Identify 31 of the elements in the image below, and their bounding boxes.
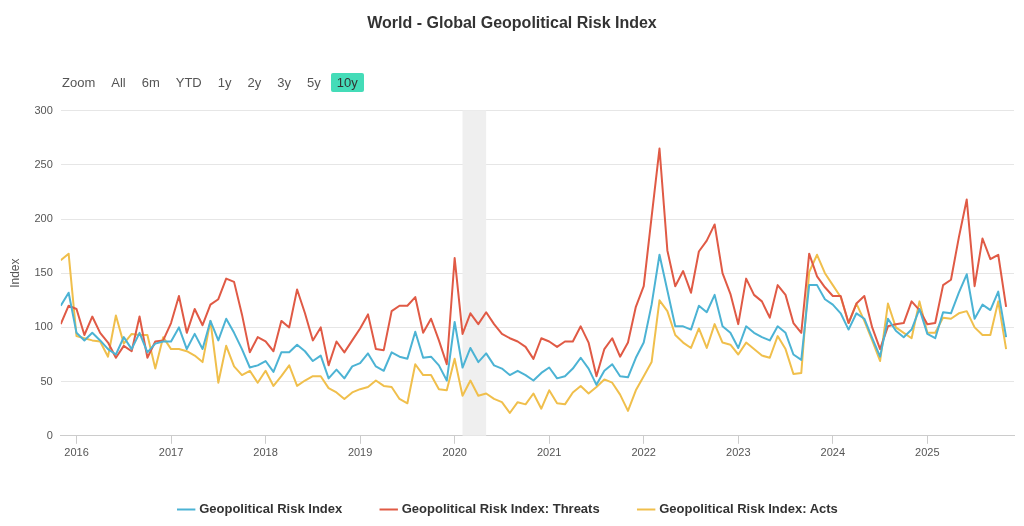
- x-tick-label: 2020: [442, 446, 467, 459]
- y-axis-title: Index: [7, 258, 22, 288]
- text: 10y: [330, 73, 364, 92]
- text: YTD: [174, 74, 203, 92]
- x-tick-label: 2019: [347, 446, 373, 459]
- text: All: [110, 74, 127, 92]
- y-tick-label: 100: [34, 320, 53, 333]
- x-tick-label: 2017: [158, 446, 184, 459]
- legend-label: Geopolitical Risk Index: Acts: [659, 501, 838, 517]
- x-tick-label: 2023: [726, 446, 751, 459]
- legend-label: Geopolitical Risk Index: Threats: [401, 501, 600, 517]
- y-tick-label: 150: [34, 266, 53, 279]
- text: Zoom: [61, 74, 97, 92]
- text: 1y: [216, 74, 233, 92]
- x-tick-label: 2021: [536, 446, 562, 459]
- legend-label: Geopolitical Risk Index: [199, 501, 343, 517]
- x-tick-label: 2016: [64, 446, 89, 459]
- y-tick-label: 50: [40, 374, 53, 387]
- x-tick-label: 2025: [915, 446, 940, 459]
- x-tick-label: 2022: [631, 446, 656, 459]
- y-tick-label: 300: [34, 103, 53, 116]
- text: 6m: [140, 74, 161, 92]
- text: 2y: [246, 74, 263, 92]
- y-tick-label: 250: [34, 157, 53, 170]
- y-tick-label: 200: [34, 212, 53, 225]
- x-tick-label: 2024: [820, 446, 846, 459]
- text: 5y: [305, 74, 322, 92]
- text: 3y: [276, 74, 292, 92]
- chart-title: World - Global Geopolitical Risk Index: [366, 14, 658, 32]
- x-tick-label: 2018: [253, 446, 278, 459]
- y-tick-label: 0: [46, 428, 53, 441]
